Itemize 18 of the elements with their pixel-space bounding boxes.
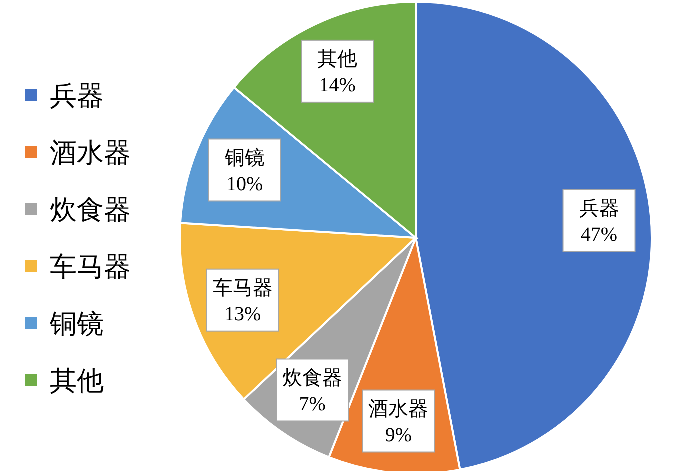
data-label: 47% [580,224,618,246]
legend-label: 其他 [50,366,104,396]
legend-label: 酒水器 [50,138,131,168]
legend-label: 炊食器 [50,195,131,225]
slice-label: 铜镜 [224,148,265,170]
data-label: 14% [319,74,356,97]
data-label: 9% [385,424,412,447]
legend-label: 兵器 [50,81,104,111]
legend-label: 车马器 [50,252,131,282]
data-label: 7% [299,394,326,416]
slice-label: 车马器 [212,278,273,300]
slice-label: 酒水器 [368,398,429,421]
data-label: 10% [226,174,264,196]
slice-label: 炊食器 [282,368,343,390]
legend-label: 铜镜 [49,309,104,339]
data-label: 13% [224,304,262,326]
slice-label: 其他 [318,48,358,71]
slice-label: 兵器 [579,198,620,220]
